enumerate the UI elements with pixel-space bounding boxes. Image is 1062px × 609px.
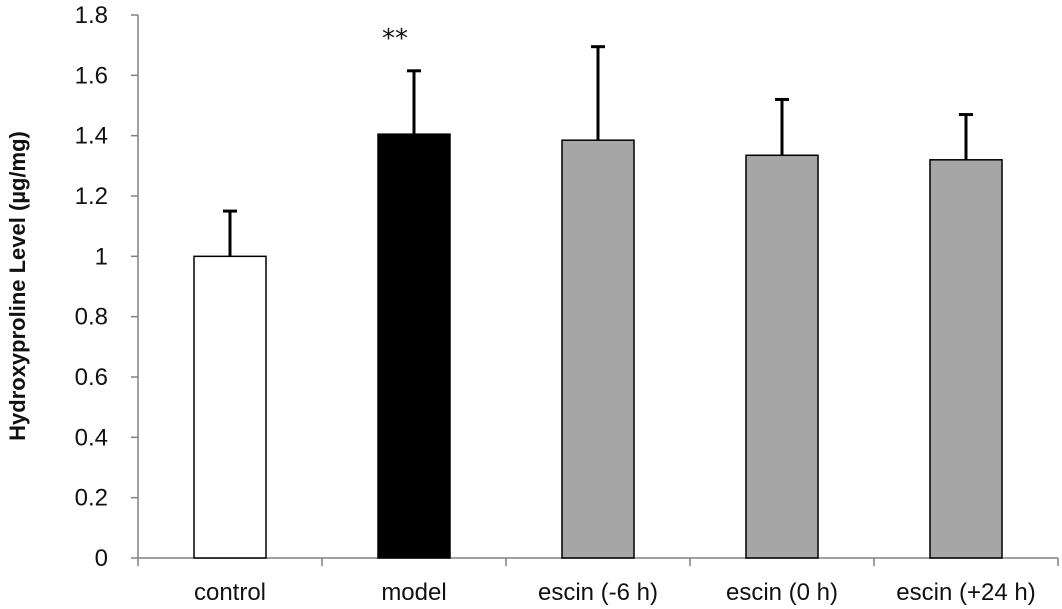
y-tick-label: 0.4 bbox=[75, 424, 108, 451]
bar-control bbox=[193, 255, 267, 559]
x-category-label: escin (-6 h) bbox=[538, 579, 658, 606]
y-tick-label: 0.6 bbox=[75, 364, 108, 391]
x-category-label: escin (0 h) bbox=[726, 579, 838, 606]
y-tick-label: 1.4 bbox=[75, 123, 108, 150]
y-axis-label: Hydroxyproline Level (µg/mg) bbox=[5, 131, 30, 441]
y-tick-label: 0 bbox=[95, 545, 108, 572]
y-tick-label: 1.2 bbox=[75, 183, 108, 210]
bar-escin-0-h- bbox=[745, 154, 819, 559]
y-tick-label: 1 bbox=[95, 243, 108, 270]
bar-escin-24-h- bbox=[929, 159, 1003, 559]
plot-area: 0 0.2 0.4 0.6 0.8 1 1.2 1.4 1.6 1.8 control model es… bbox=[75, 2, 1059, 606]
y-tick-label: 0.2 bbox=[75, 485, 108, 512]
y-tick-label: 1.8 bbox=[75, 2, 108, 29]
x-category-label: model bbox=[381, 579, 446, 606]
y-tick-label: 1.6 bbox=[75, 62, 108, 89]
x-category-label: escin (+24 h) bbox=[896, 579, 1035, 606]
y-tick-label: 0.8 bbox=[75, 304, 108, 331]
significance-marker: ** bbox=[382, 24, 408, 54]
bar-model bbox=[377, 133, 451, 559]
x-category-label: control bbox=[194, 579, 266, 606]
bar-escin-6-h- bbox=[561, 139, 635, 559]
